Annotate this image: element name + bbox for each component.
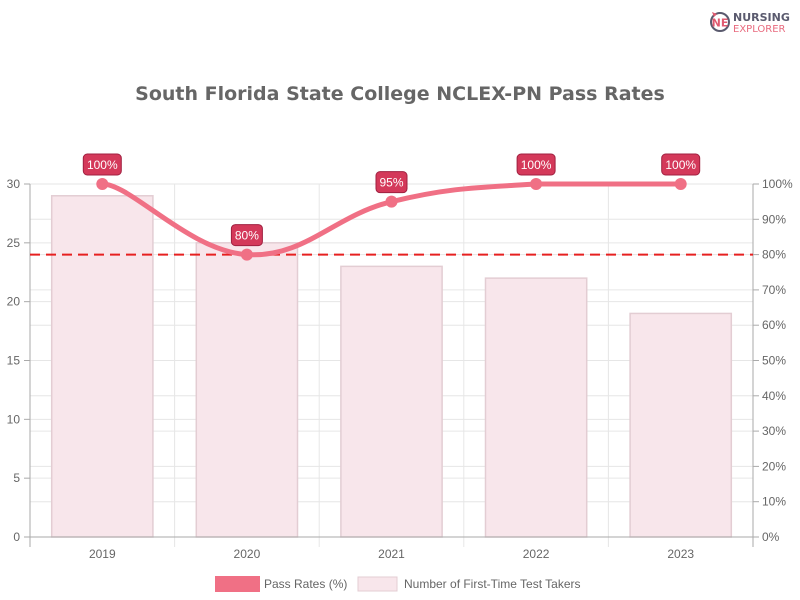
y-left-tick-label: 10: [7, 412, 21, 426]
y-left-tick-label: 0: [13, 530, 20, 544]
x-tick-label: 2022: [523, 547, 550, 561]
data-label-bg: [375, 171, 408, 194]
data-label-text: 100%: [665, 158, 696, 172]
y-right-tick-label: 20%: [762, 459, 786, 473]
pass-rate-point-2019: [96, 178, 109, 190]
data-label-bg: [516, 153, 556, 176]
nursing-explorer-logo: NE NURSING EXPLORER: [708, 8, 794, 36]
data-label-bg: [230, 224, 263, 247]
legend-label-test-takers[interactable]: Number of First-Time Test Takers: [404, 577, 580, 591]
y-right-tick-label: 60%: [762, 318, 786, 332]
y-left-tick-label: 30: [7, 177, 21, 191]
y-right-tick-label: 70%: [762, 283, 786, 297]
data-label-text: 100%: [87, 158, 118, 172]
data-label-2019: 100%: [82, 153, 122, 176]
logo-line1: NURSING: [733, 11, 790, 24]
logo-mark-icon: NE: [710, 12, 730, 32]
y-right-tick-label: 50%: [762, 354, 786, 368]
pass-rate-point-2021: [385, 195, 398, 208]
pass-rate-point-2020: [240, 248, 253, 261]
pass-rate-point-2022: [530, 178, 543, 190]
x-tick-label: 2021: [378, 547, 405, 561]
axes: 0% 10% 20% 30% 40% 50% 60% 70% 80% 90% 100% 0 5 10 15 2…: [7, 177, 793, 561]
data-labels: 100% 80% 95% 100% 100%: [82, 153, 701, 247]
data-label-text: 100%: [521, 158, 552, 172]
data-label-text: 80%: [235, 229, 259, 243]
y-right-tick-label: 10%: [762, 495, 786, 509]
legend: Pass Rates (%) Number of First-Time Test…: [215, 576, 580, 592]
y-right-tick-label: 90%: [762, 212, 786, 226]
data-label-2023: 100%: [661, 153, 701, 176]
y-right-tick-label: 80%: [762, 248, 786, 262]
bar-2023: [629, 312, 733, 538]
y-right-tick-label: 30%: [762, 424, 786, 438]
bar-2019: [50, 195, 154, 538]
legend-swatch-test-takers[interactable]: [357, 576, 398, 592]
bar-2022: [484, 277, 588, 538]
logo-line2: EXPLORER: [733, 24, 786, 35]
y-right-tick-label: 0%: [762, 530, 780, 544]
data-label-bg: [661, 153, 701, 176]
line-series: [96, 178, 687, 261]
bar-series: [50, 195, 733, 538]
data-label-text: 95%: [379, 176, 403, 190]
y-left-tick-label: 25: [7, 236, 21, 250]
x-tick-label: 2020: [234, 547, 261, 561]
x-tick-label: 2019: [89, 547, 116, 561]
legend-label-pass-rates[interactable]: Pass Rates (%): [264, 577, 347, 591]
pass-rate-point-2023: [674, 178, 687, 190]
chart-title: South Florida State College NCLEX-PN Pas…: [135, 83, 665, 105]
x-tick-label: 2023: [667, 547, 694, 561]
y-left-tick-label: 5: [13, 471, 20, 485]
y-left-tick-label: 15: [7, 354, 21, 368]
data-label-2020: 80%: [230, 224, 263, 247]
svg-text:NE: NE: [712, 17, 729, 30]
data-label-2021: 95%: [375, 171, 408, 194]
legend-swatch-pass-rates[interactable]: [215, 576, 260, 592]
bar-2021: [340, 265, 443, 538]
data-label-bg: [82, 153, 122, 176]
data-label-2022: 100%: [516, 153, 556, 176]
y-left-tick-label: 20: [7, 295, 21, 309]
y-right-tick-label: 40%: [762, 389, 786, 403]
y-right-tick-label: 100%: [762, 177, 793, 191]
bar-2020: [195, 242, 299, 538]
